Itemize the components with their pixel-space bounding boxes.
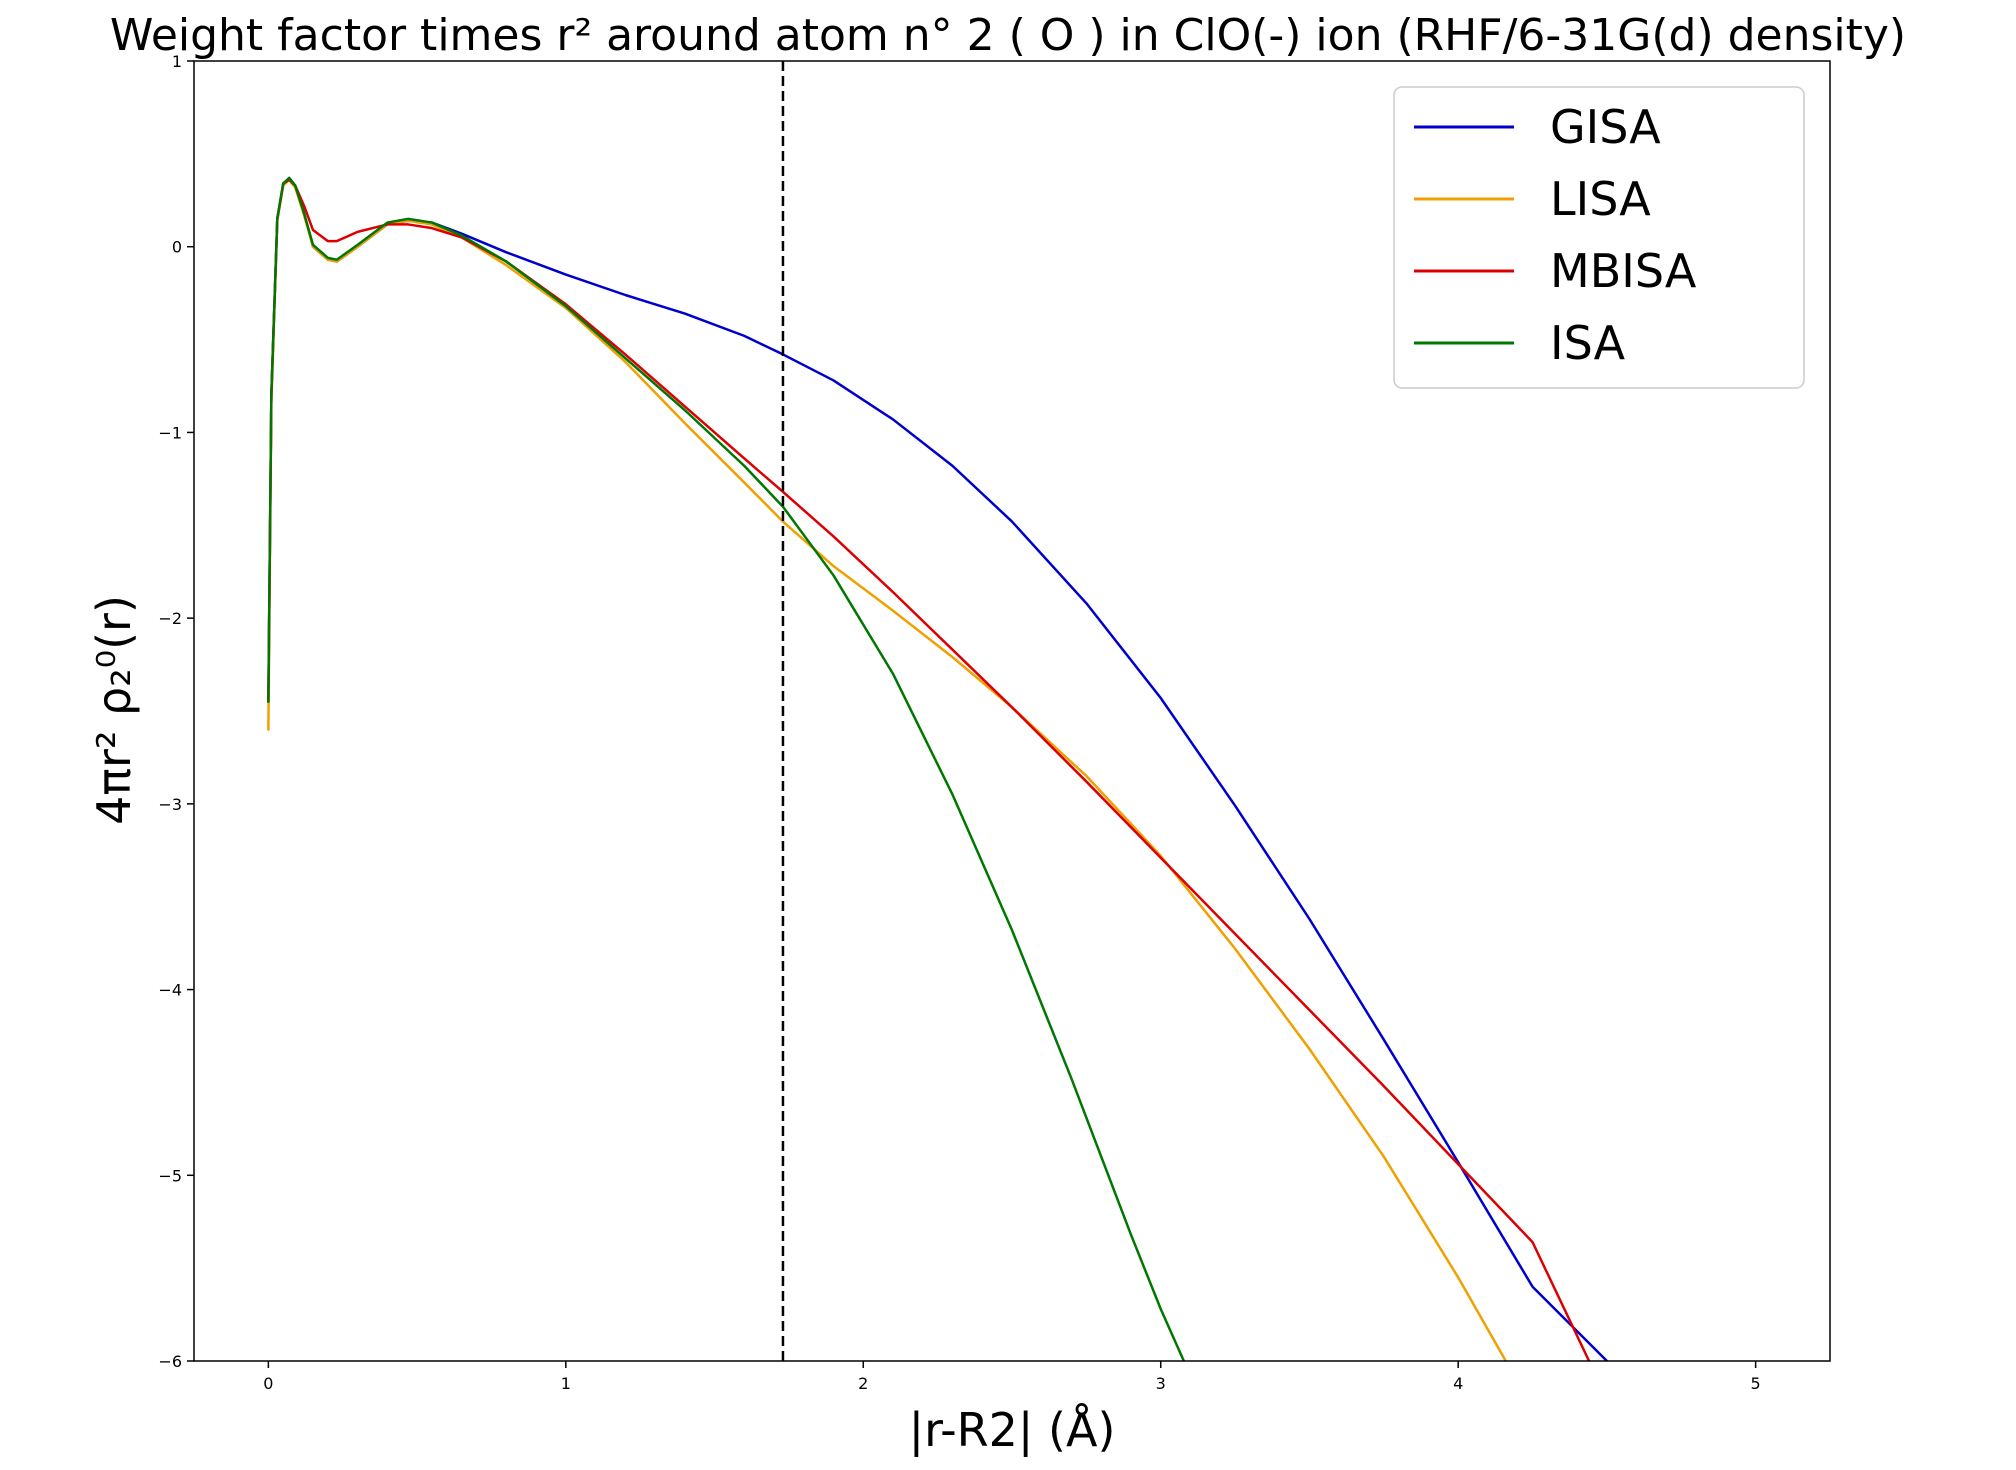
x-tick-label: 3 bbox=[1156, 1374, 1166, 1393]
y-tick-label: −4 bbox=[158, 981, 182, 1000]
legend-label-mbisa: MBISA bbox=[1550, 244, 1697, 298]
legend-label-lisa: LISA bbox=[1550, 172, 1651, 226]
x-tick-label: 5 bbox=[1751, 1374, 1761, 1393]
x-tick-label: 2 bbox=[858, 1374, 868, 1393]
legend-label-gisa: GISA bbox=[1550, 100, 1661, 154]
chart-title: Weight factor times r² around atom n° 2 … bbox=[110, 10, 1906, 61]
series-line-mbisa bbox=[267, 178, 1591, 1361]
y-tick-label: −3 bbox=[158, 795, 182, 814]
x-axis: 0 1 2 3 4 5 bbox=[263, 1361, 1761, 1393]
plot-area bbox=[193, 60, 1831, 1362]
y-tick-label: 0 bbox=[172, 238, 182, 257]
legend-box bbox=[1393, 86, 1805, 389]
y-tick-label: 1 bbox=[172, 52, 182, 71]
x-tick-label: 4 bbox=[1453, 1374, 1463, 1393]
y-axis: 1 0 −1 −2 −3 −4 −5 −6 bbox=[158, 52, 194, 1371]
plot-frame bbox=[193, 60, 1831, 1362]
y-tick-label: −1 bbox=[158, 423, 182, 442]
x-tick-label: 0 bbox=[263, 1374, 273, 1393]
y-tick-label: −6 bbox=[158, 1352, 182, 1371]
y-tick-label: −5 bbox=[158, 1166, 182, 1185]
y-tick-label: −2 bbox=[158, 609, 182, 628]
y-axis-label: 4πr² ρ₂⁰(r) bbox=[87, 595, 141, 825]
x-tick-label: 1 bbox=[561, 1374, 571, 1393]
legend: GISA LISA MBISA ISA bbox=[1393, 86, 1805, 389]
series-line-lisa bbox=[267, 178, 1508, 1361]
series-line-isa bbox=[267, 176, 1186, 1361]
legend-label-isa: ISA bbox=[1550, 316, 1626, 370]
x-axis-label: |r-R2| (Å) bbox=[909, 1403, 1116, 1458]
